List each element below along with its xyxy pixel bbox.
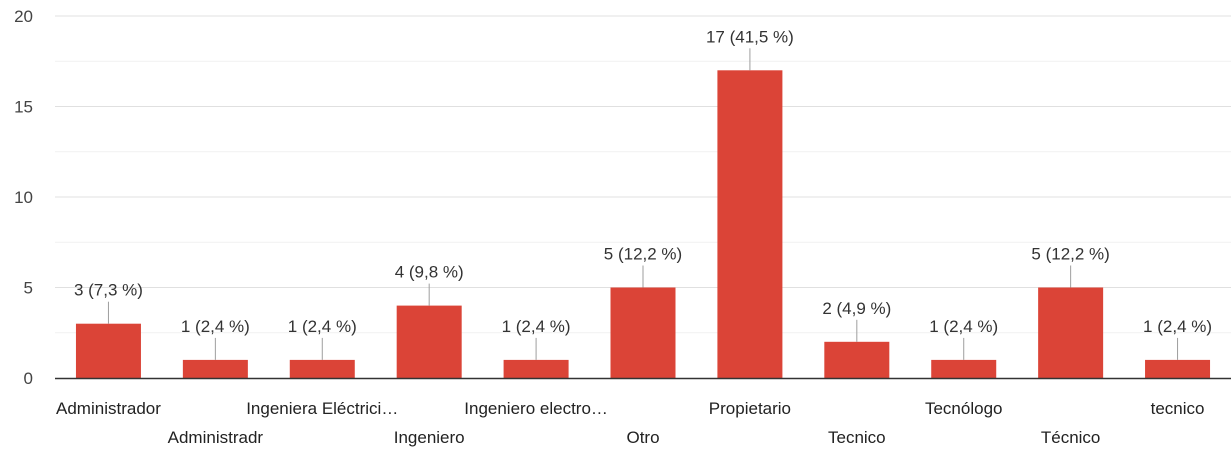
data-label: 1 (2,4 %): [288, 317, 357, 336]
x-category-label: Administradr: [168, 428, 264, 447]
x-category-label: Otro: [626, 428, 659, 447]
x-category-label: Técnico: [1041, 428, 1101, 447]
bar[interactable]: [610, 287, 676, 379]
x-category-label: Ingeniera Eléctrici…: [246, 399, 398, 418]
bar[interactable]: [717, 70, 783, 379]
x-axis-labels: Administrador Administradr Ingeniera Eléct…: [56, 399, 1204, 447]
bar[interactable]: [1145, 359, 1211, 378]
x-category-label: tecnico: [1151, 399, 1205, 418]
data-label: 5 (12,2 %): [1031, 245, 1109, 264]
data-label: 17 (41,5 %): [706, 27, 794, 46]
bar[interactable]: [931, 359, 997, 378]
data-label: 2 (4,9 %): [822, 299, 891, 318]
bars: [75, 70, 1211, 379]
data-label: 4 (9,8 %): [395, 263, 464, 282]
bar[interactable]: [289, 359, 355, 378]
x-category-label: Propietario: [709, 399, 791, 418]
data-label: 1 (2,4 %): [181, 317, 250, 336]
bar[interactable]: [1038, 287, 1104, 379]
data-label: 1 (2,4 %): [1143, 317, 1212, 336]
data-label: 1 (2,4 %): [502, 317, 571, 336]
bar[interactable]: [396, 305, 462, 378]
data-labels: 3 (7,3 %) 1 (2,4 %) 1 (2,4 %) 4 (9,8 %) 1 (2…: [74, 27, 1212, 360]
bar[interactable]: [182, 359, 248, 378]
data-label: 3 (7,3 %): [74, 281, 143, 300]
x-category-label: Administrador: [56, 399, 161, 418]
y-tick-label: 15: [14, 98, 33, 117]
data-label: 5 (12,2 %): [604, 245, 682, 264]
y-tick-label: 10: [14, 188, 33, 207]
y-tick-label: 0: [24, 369, 33, 388]
gridlines: [55, 15, 1231, 334]
bar[interactable]: [75, 323, 141, 378]
data-label: 1 (2,4 %): [929, 317, 998, 336]
x-category-label: Ingeniero: [394, 428, 465, 447]
x-category-label: Ingeniero electro…: [464, 399, 608, 418]
bar[interactable]: [824, 341, 890, 378]
bar[interactable]: [503, 359, 569, 378]
y-axis-ticks: 0 5 10 15 20: [14, 7, 33, 388]
y-tick-label: 5: [24, 279, 33, 298]
x-category-label: Tecnólogo: [925, 399, 1003, 418]
x-category-label: Tecnico: [828, 428, 886, 447]
y-tick-label: 20: [14, 7, 33, 26]
